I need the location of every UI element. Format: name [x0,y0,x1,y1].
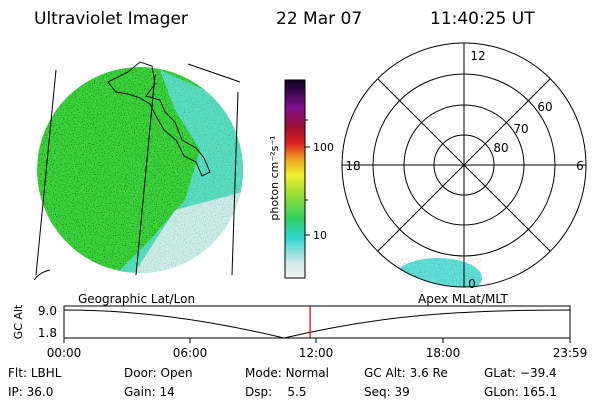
instrument-title: Ultraviolet Imager [34,9,188,29]
uv-emission-disk [37,67,243,273]
colorbar-tick-10: 10 [313,229,327,242]
status-mode: Mode: Normal [245,366,329,380]
timeline-y-title: GC Alt [12,304,25,339]
colorbar-tick-100: 100 [313,141,334,154]
status-flt: Flt: LBHL [8,366,62,380]
status-ip: IP: 36.0 [8,385,54,399]
left-caption: Geographic Lat/Lon [78,292,195,306]
x-tick-0600: 06:00 [173,346,208,360]
status-glat: GLat: −39.4 [484,366,557,380]
meridian-line [231,91,239,276]
colorbar-unit-label: photon cm⁻²s⁻¹ [268,135,281,220]
mlat-label-80: 80 [493,141,508,155]
timeline-y-min: 1.8 [38,326,57,340]
right-caption: Apex MLat/MLT [418,292,508,306]
altitude-curve [63,309,571,339]
meridian-line [35,69,57,276]
meridian-line [135,74,156,276]
mlt-label-midnight: 0 [468,277,476,291]
polar-grid: 12 18 6 0 60 70 80 [341,42,587,291]
colorbar: 100 10 photon cm⁻²s⁻¹ [268,79,334,279]
status-door: Door: Open [124,366,193,380]
status-glon: GLon: 165.1 [484,385,557,399]
mlat-label-70: 70 [513,122,528,136]
timeline-y-max: 9.0 [38,304,57,318]
limb-line [33,269,51,281]
mlt-label-dusk: 18 [345,159,360,173]
status-dsp: Dsp: 5.5 [245,385,307,399]
mlt-label-dawn: 6 [576,159,584,173]
orbit-timeline: Geographic Lat/Lon Apex MLat/MLT GC Alt … [12,292,587,360]
x-tick-1800: 18:00 [426,346,461,360]
x-tick-2359: 23:59 [553,346,588,360]
status-seq: Seq: 39 [364,385,410,399]
image-date: 22 Mar 07 [276,9,362,29]
x-tick-0000: 00:00 [47,346,82,360]
mlat-label-60: 60 [537,100,552,114]
status-gain: Gain: 14 [124,385,175,399]
image-time: 11:40:25 UT [430,9,535,29]
timeline-frame [63,305,571,339]
x-tick-1200: 12:00 [299,346,334,360]
limb-line [187,63,241,83]
mlt-label-noon: 12 [470,49,485,63]
status-gcalt: GC Alt: 3.6 Re [364,366,448,380]
auroral-image-panel [33,61,243,281]
